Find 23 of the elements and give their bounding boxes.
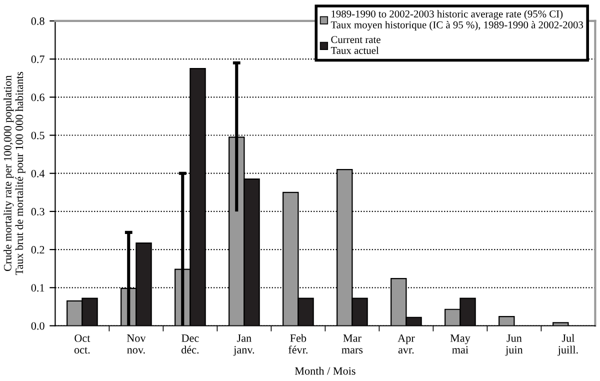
x-tick-label: Nov nov. [126,334,146,354]
y-tick-label: 0.2 [31,246,44,254]
x-tick-label: Mar mars [342,334,363,354]
x-tick-label: Dec déc. [182,334,199,354]
y-tick-label: 0.7 [31,56,44,64]
y-tick-label: 0.5 [31,132,44,140]
x-tick-label: Apr avr. [398,334,415,354]
x-axis-title: Month / Mois [294,366,356,375]
x-tick-label: Jul juill. [558,334,578,356]
x-tick-label: Feb févr. [288,334,308,354]
x-tick-label: Oct oct. [74,334,90,354]
x-tick-label: May mai [450,334,470,354]
legend-label: 1989-1990 to 2002-2003 historic average rate (95% CI) Taux moyen historique (IC à 95 %), 1989-1990 à 2002-2003 [330,10,584,31]
y-tick-label: 0.8 [31,17,44,25]
y-tick-label: 0.4 [31,170,45,178]
y-tick-label: 0.6 [31,94,44,102]
y-tick-label: 0.1 [31,284,44,292]
legend-label: Current rate Taux actuel [330,36,380,54]
y-tick-label: 0.0 [31,322,44,330]
y-axis-title: Crude mortality rate per 100,000 population Taux brut de mortalité pour 100 000 habitants [4,72,26,276]
x-tick-label: Jun juin [505,334,523,356]
y-tick-label: 0.3 [31,208,44,216]
x-tick-label: Jan janv. [233,334,254,356]
